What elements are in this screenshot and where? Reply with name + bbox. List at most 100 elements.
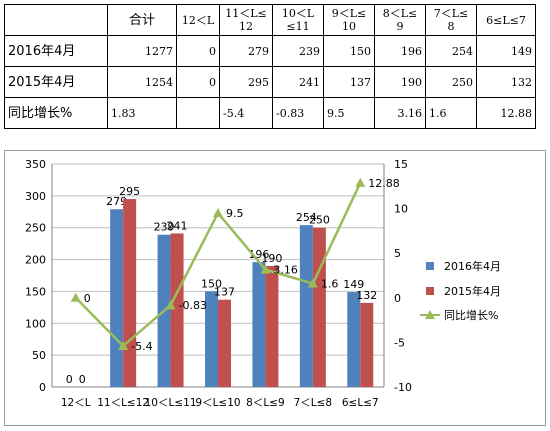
y-left-tick-label: 300	[25, 190, 46, 203]
cell: 12.88	[476, 97, 536, 129]
data-label: 196	[248, 248, 269, 261]
x-tick-label: 8＜L≤9	[246, 397, 285, 409]
line-marker	[355, 177, 366, 187]
legend-swatch	[426, 287, 434, 295]
line-marker	[260, 264, 271, 274]
cell: 150	[323, 35, 375, 67]
cell: 1254	[107, 66, 177, 98]
column-header: 合计	[107, 4, 177, 36]
cell: 0	[176, 66, 220, 98]
bar	[123, 199, 137, 387]
cell: 0	[176, 35, 220, 67]
data-label: 254	[296, 211, 317, 224]
y-left-tick-label: 150	[25, 285, 46, 298]
x-tick-label: 7＜L≤8	[294, 397, 333, 409]
line-marker	[165, 300, 176, 310]
data-label: 3.16	[273, 264, 298, 277]
y-left-tick-label: 50	[32, 349, 46, 362]
cell: 250	[425, 66, 477, 98]
cell: 239	[272, 35, 324, 67]
bar	[312, 227, 326, 387]
data-label: 190	[261, 252, 282, 265]
cell: 190	[374, 66, 426, 98]
legend-label: 同比增长%	[444, 308, 498, 322]
cell: 132	[476, 66, 536, 98]
y-left-tick-label: 0	[39, 381, 46, 394]
y-right-tick-label: -10	[394, 381, 412, 394]
data-label: 12.88	[368, 177, 400, 190]
y-right-tick-label: 0	[394, 292, 401, 305]
bar	[360, 302, 374, 387]
data-label: 250	[309, 214, 330, 227]
combo-chart: 0 50 100 150 200 250 300 350 -10 -5 0 5 10 15 12＜L 11＜L…	[4, 150, 546, 426]
legend-marker	[425, 310, 435, 319]
bar	[218, 299, 231, 387]
row-label: 2015年4月	[4, 66, 108, 98]
data-label: 9.5	[226, 207, 244, 220]
cell: 149	[476, 35, 536, 67]
data-label: 241	[167, 219, 188, 232]
bar	[170, 233, 184, 387]
data-label: 239	[154, 221, 175, 234]
y-left-tick-label: 100	[25, 317, 46, 330]
data-label: 0	[66, 373, 73, 386]
y-right-tick-label: 15	[394, 158, 408, 171]
legend-label: 2015年4月	[444, 284, 501, 298]
table-corner-cell	[4, 4, 108, 36]
cell: 1.83	[107, 97, 177, 129]
cell: 9.5	[323, 97, 375, 129]
cell: 279	[219, 35, 273, 67]
table-row: 2015年4月 1254 0 295 241 137 190 250 132	[4, 66, 536, 98]
data-label: -0.83	[179, 299, 207, 312]
data-label: 0	[79, 373, 86, 386]
cell: -0.83	[272, 97, 324, 129]
data-label: 150	[201, 277, 222, 290]
line-marker	[118, 340, 129, 350]
column-header: 9＜L≤ 10	[323, 4, 375, 36]
x-tick-label: 9＜L≤10	[195, 397, 240, 409]
column-header: 7＜L≤ 8	[425, 4, 477, 36]
y-left-tick-label: 200	[25, 254, 46, 267]
data-label: -5.4	[131, 340, 152, 353]
x-tick-label: 6≤L≤7	[342, 397, 379, 409]
cell: 1277	[107, 35, 177, 67]
data-label: 279	[106, 195, 127, 208]
column-header: 10＜L ≤11	[272, 4, 324, 36]
data-label: 149	[343, 278, 364, 291]
data-label: 295	[119, 185, 140, 198]
row-label: 2016年4月	[4, 35, 108, 67]
cell	[176, 97, 220, 129]
data-table: 合计 12＜L 11＜L≤ 12 10＜L ≤11 9＜L≤ 10 8＜L≤ 9 7＜L…	[4, 4, 536, 129]
table-row: 同比增长% 1.83 -5.4 -0.83 9.5 3.16 1.6 12.88	[4, 97, 536, 129]
cell: 137	[323, 66, 375, 98]
y-right-tick-label: 5	[394, 247, 401, 260]
cell: -5.4	[219, 97, 273, 129]
y-right-tick-label: 10	[394, 203, 408, 216]
data-label: 1.6	[321, 278, 339, 291]
table-row: 2016年4月 1277 0 279 239 150 196 254 149	[4, 35, 536, 67]
bar	[347, 292, 361, 387]
bar	[110, 209, 124, 387]
cell: 295	[219, 66, 273, 98]
bar	[252, 262, 266, 387]
bar	[299, 225, 313, 387]
cell: 241	[272, 66, 324, 98]
column-header: 12＜L	[176, 4, 220, 36]
data-label: 132	[356, 289, 377, 302]
bar	[205, 291, 218, 387]
line-marker	[70, 292, 81, 302]
line-marker	[307, 278, 318, 288]
cell: 196	[374, 35, 426, 67]
data-label: 0	[84, 292, 91, 305]
y-left-tick-label: 350	[25, 158, 46, 171]
column-header: 6≤L≤7	[476, 4, 536, 36]
x-tick-label: 10＜L≤11	[145, 397, 197, 409]
y-right-tick-label: -5	[394, 336, 405, 349]
cell: 254	[425, 35, 477, 67]
legend-label: 2016年4月	[444, 259, 501, 273]
x-tick-label: 12＜L	[61, 397, 91, 409]
line-marker	[213, 208, 223, 218]
table-header-row: 合计 12＜L 11＜L≤ 12 10＜L ≤11 9＜L≤ 10 8＜L≤ 9 7＜L…	[4, 4, 536, 36]
cell: 3.16	[374, 97, 426, 129]
column-header: 11＜L≤ 12	[219, 4, 273, 36]
